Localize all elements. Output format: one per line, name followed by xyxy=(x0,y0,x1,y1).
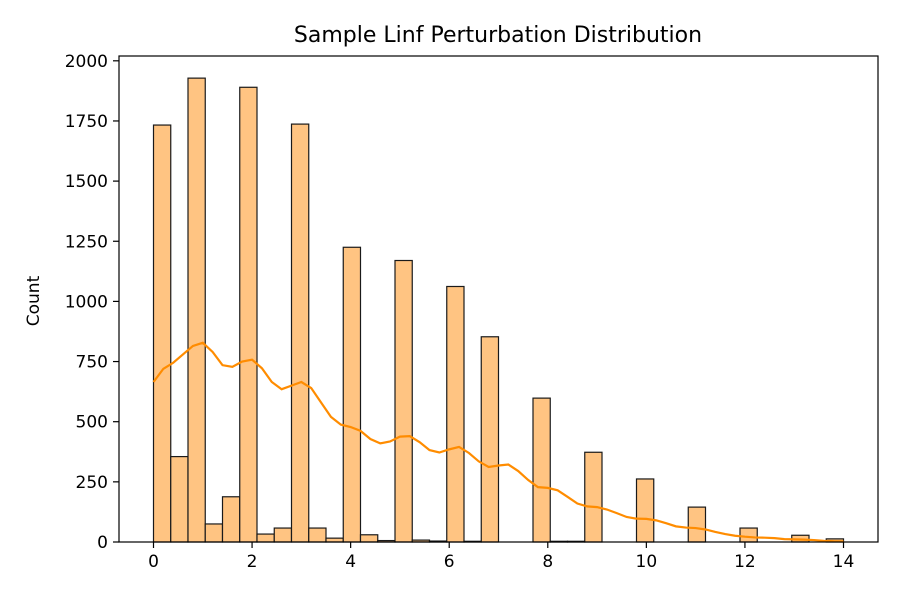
histogram-bar-2 xyxy=(187,77,206,543)
histogram-bar-17 xyxy=(446,285,465,543)
x-tick-label-6: 6 xyxy=(444,552,455,572)
x-tick-label-10: 10 xyxy=(636,552,658,572)
y-tick-label-0: 0 xyxy=(97,533,108,553)
histogram-bar-11 xyxy=(342,246,362,543)
plot-frame xyxy=(118,55,879,543)
x-tick-label-14: 14 xyxy=(833,552,855,572)
histogram-bar-4 xyxy=(221,496,241,543)
histogram-bar-1 xyxy=(170,455,189,543)
histogram-bar-19 xyxy=(480,336,500,543)
histogram-bar-25 xyxy=(584,451,603,543)
y-tick-label-1750: 1750 xyxy=(65,112,108,132)
y-tick-label-1250: 1250 xyxy=(65,232,108,252)
y-tick-label-1500: 1500 xyxy=(65,172,108,192)
x-tick-label-8: 8 xyxy=(542,552,553,572)
x-tick-label-2: 2 xyxy=(247,552,258,572)
x-tick-label-0: 0 xyxy=(148,552,159,572)
x-tick-label-4: 4 xyxy=(345,552,356,572)
histogram-bar-12 xyxy=(359,534,379,543)
histogram-bar-6 xyxy=(256,533,275,543)
y-tick-label-750: 750 xyxy=(76,353,108,373)
y-tick-label-2000: 2000 xyxy=(65,52,108,72)
y-tick-label-1000: 1000 xyxy=(65,292,108,312)
histogram-bar-22 xyxy=(532,397,551,543)
chart-title: Sample Linf Perturbation Distribution xyxy=(294,23,702,48)
histogram-bar-31 xyxy=(687,506,707,543)
y-tick-label-250: 250 xyxy=(76,473,108,493)
histogram-bar-0 xyxy=(152,124,172,543)
histogram-bar-5 xyxy=(239,86,258,543)
histogram-bar-34 xyxy=(739,527,758,543)
x-axis-ticks: 0 2 4 6 8 10 12 14 xyxy=(148,542,854,572)
x-tick-label-12: 12 xyxy=(734,552,756,572)
histogram-bar-28 xyxy=(635,478,655,543)
histogram-bar-9 xyxy=(308,527,327,543)
histogram-bar-7 xyxy=(273,527,293,543)
kde-curve xyxy=(152,341,844,543)
y-axis-label: Count xyxy=(24,275,44,326)
histogram-bar-3 xyxy=(204,523,224,543)
histogram-bar-8 xyxy=(290,123,310,543)
bars-group xyxy=(152,77,845,543)
histogram-bar-14 xyxy=(394,259,413,543)
y-tick-label-500: 500 xyxy=(76,413,108,433)
y-axis-ticks: 0 250 500 750 1000 1250 1500 1750 2000 xyxy=(65,52,119,553)
